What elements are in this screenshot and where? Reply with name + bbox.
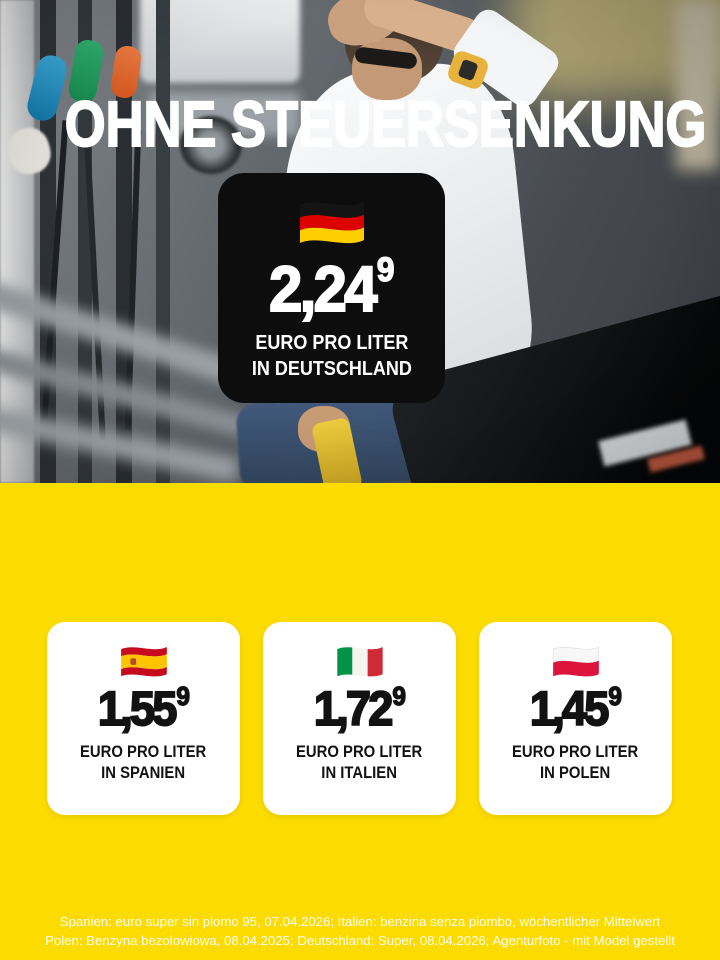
poland-flag-icon: [552, 646, 599, 677]
country-cards-row: 1,55 9 EURO PRO LITER IN SPANIEN: [47, 622, 672, 815]
with-tax-cut-section: MIT STEUERSENKUNG 1,55 9 EURO PRO LITER …: [0, 483, 720, 960]
germany-price: 2,24 9: [268, 252, 395, 325]
price-superscript: 9: [607, 681, 622, 711]
poland-price-label: EURO PRO LITER IN POLEN: [512, 742, 638, 784]
label-line1: EURO PRO LITER: [296, 743, 423, 761]
spain-price: 1,55 9: [97, 681, 191, 736]
price-value: 1,72: [313, 683, 394, 736]
italy-flag-icon: [336, 647, 383, 677]
label-line2: IN POLEN: [540, 764, 611, 783]
label-line1: EURO PRO LITER: [80, 743, 207, 761]
gas-station-photo: [0, 0, 720, 483]
price-value: 1,45: [529, 683, 610, 736]
photo-pump-column: [78, 0, 92, 483]
italy-price-label: EURO PRO LITER IN ITALIEN: [296, 742, 422, 784]
spain-flag-icon: [120, 647, 167, 677]
price-value: 1,55: [97, 683, 178, 736]
poland-price: 1,45 9: [529, 681, 623, 736]
photo-pump-pillar: [0, 0, 34, 483]
germany-flag-icon: [299, 202, 364, 244]
label-line2: IN DEUTSCHLAND: [251, 357, 412, 380]
price-superscript: 9: [175, 681, 190, 711]
price-value: 2,24: [268, 253, 378, 325]
spain-price-card: 1,55 9 EURO PRO LITER IN SPANIEN: [47, 622, 240, 815]
italy-price-card: 1,72 9 EURO PRO LITER IN ITALIEN: [263, 622, 456, 815]
poland-price-card: 1,45 9 EURO PRO LITER IN POLEN: [479, 622, 672, 815]
germany-price-label: EURO PRO LITER IN DEUTSCHLAND: [251, 331, 411, 382]
photo-car-wheel: [180, 116, 242, 174]
headline-without-tax-cut: OHNE STEUERSENKUNG: [64, 88, 707, 160]
price-superscript: 9: [391, 681, 406, 711]
source-footnote: Spanien: euro super sin plomo 95, 07.04.…: [0, 912, 720, 950]
price-superscript: 9: [376, 251, 395, 289]
germany-price-card: 2,24 9 EURO PRO LITER IN DEUTSCHLAND: [218, 173, 445, 403]
label-line1: EURO PRO LITER: [254, 332, 408, 354]
italy-price: 1,72 9: [313, 681, 407, 736]
footnote-line2: Polen: Benzyna bezolowiowa, 08.04.2025; …: [45, 933, 675, 948]
label-line1: EURO PRO LITER: [512, 743, 639, 761]
spain-price-label: EURO PRO LITER IN SPANIEN: [80, 742, 206, 784]
label-line2: IN SPANIEN: [101, 764, 186, 783]
photo-light-sliver: [676, 0, 720, 170]
label-line2: IN ITALIEN: [321, 764, 398, 783]
footnote-line1: Spanien: euro super sin plomo 95, 07.04.…: [59, 914, 661, 929]
